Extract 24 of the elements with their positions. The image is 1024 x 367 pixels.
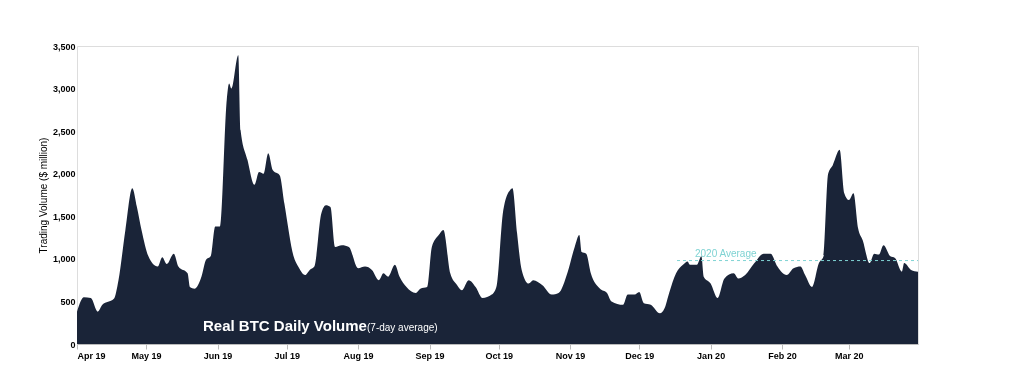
y-tick-label: 2,500 [52, 126, 76, 137]
x-tick-label: Sep 19 [415, 350, 445, 361]
x-tick-label: Aug 19 [343, 350, 374, 361]
y-tick-label: 500 [60, 296, 76, 307]
x-tick-label: Dec 19 [625, 350, 655, 361]
y-tick-label: 3,000 [52, 84, 76, 95]
x-tick-label: Jul 19 [274, 350, 300, 361]
y-tick-label: 1,000 [52, 254, 76, 265]
x-tick-label: Nov 19 [555, 350, 586, 361]
y-axis-title: Trading Volume ($ million) [37, 137, 49, 254]
y-tick-label: 3,500 [52, 41, 76, 52]
x-tick-label: Mar 20 [835, 350, 864, 361]
x-tick-label: Jun 19 [203, 350, 233, 361]
x-tick-label: Jan 20 [697, 350, 726, 361]
y-tick-label: 1,500 [52, 211, 76, 222]
x-tick-label: Apr 19 [77, 350, 106, 361]
y-tick-label: 2,000 [52, 169, 76, 180]
x-tick-label: Oct 19 [485, 350, 513, 361]
x-tick-label: Feb 20 [768, 350, 797, 361]
y-tick-label: 0 [70, 339, 76, 350]
x-tick-label: May 19 [131, 350, 162, 361]
text: Real BTC Daily Volume [203, 317, 367, 334]
text: (7-day average) [367, 322, 438, 333]
ref-line-label: 2020 Average [695, 247, 757, 259]
